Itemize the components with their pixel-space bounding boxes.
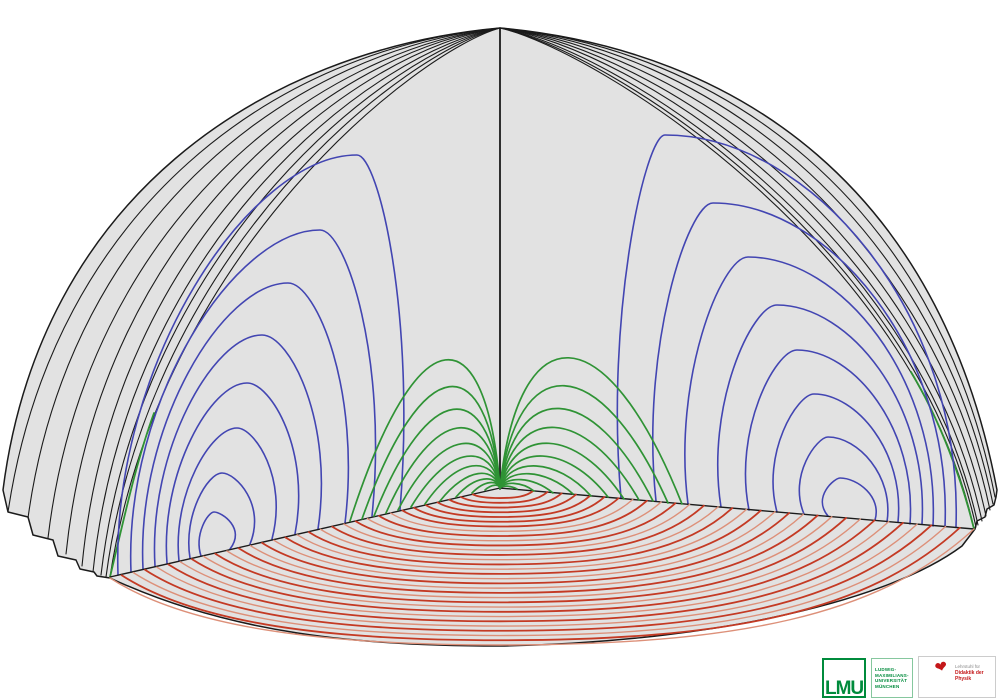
floor-ring [273, 511, 776, 580]
chair-label: Lehrstuhl für [955, 664, 981, 669]
lmu-logo-text: LMU [825, 678, 864, 699]
rim-field-line-right [910, 371, 975, 530]
floor-ring [296, 508, 748, 570]
meridian-right [499, 27, 996, 498]
floor-ring [343, 503, 691, 551]
floor-ring [390, 498, 634, 532]
meridian-right [499, 27, 987, 517]
floor-edge-right [499, 487, 975, 530]
person-icon [946, 683, 955, 693]
cut-plane-field-line-right [798, 436, 889, 523]
cut-plane-field-line-left [177, 427, 277, 562]
floor-ring [448, 492, 563, 509]
space-field-line-left [361, 385, 501, 520]
floor-ring [401, 497, 620, 528]
meridian-right [499, 27, 977, 528]
floor-ring [425, 494, 591, 518]
meridian-left [27, 27, 501, 519]
cut-plane-field-line-left [153, 334, 323, 567]
cut-plane-field-line-right [821, 477, 878, 521]
person-icon [924, 683, 933, 693]
cut-plane-field-line-left [129, 229, 377, 573]
meridian-right [499, 27, 994, 505]
floor-ring [237, 514, 819, 594]
person-icon [935, 683, 944, 693]
space-field-line-right [499, 472, 574, 495]
meridian-left [100, 27, 501, 576]
rim-field-line-left [109, 412, 155, 578]
space-field-line-right [499, 426, 640, 501]
floor-ring [214, 517, 847, 604]
meridian-left [105, 27, 501, 578]
space-field-line-left [373, 408, 501, 517]
meridian-left [7, 27, 501, 513]
floor-ring [226, 516, 833, 599]
space-field-line-left [385, 426, 501, 514]
meridian-left [47, 27, 501, 539]
space-field-line-left [397, 442, 501, 511]
space-field-line-right [499, 442, 625, 500]
floor-ring [436, 493, 577, 514]
cut-plane-field-line-right [772, 393, 900, 523]
floor-ring [132, 525, 947, 637]
cut-plane-field-line-left [117, 154, 405, 576]
chair-name: Didaktik der Physik [955, 670, 984, 682]
meridian-left [92, 27, 501, 573]
floor-ring [319, 506, 719, 561]
floor-ring [354, 502, 677, 547]
meridian-right [499, 27, 979, 526]
cut-plane-field-line-right [616, 134, 957, 528]
cut-plane-field-line-left [198, 511, 237, 557]
floor-ring [331, 504, 705, 556]
floor-ring [191, 519, 876, 613]
floor-ring [413, 496, 606, 523]
space-field-line-left [410, 455, 501, 508]
floor-ring [284, 509, 762, 575]
floor-ring [167, 521, 904, 623]
floor-ring [156, 523, 918, 627]
heart-check-icon: ❤ [933, 657, 950, 678]
lmu-logo: LMU [822, 658, 866, 698]
floor-ring [249, 513, 805, 589]
cut-plane-field-line-right [652, 202, 946, 528]
floor-ring [366, 501, 662, 542]
didaktik-der-physik-logo: ❤ Lehrstuhl für Didaktik der Physik [918, 656, 996, 698]
cut-plane-field-line-left [165, 382, 300, 564]
meridian-left [81, 27, 501, 567]
floor-ring [471, 489, 535, 499]
floor-ring [179, 520, 890, 618]
floor-ring [144, 524, 933, 632]
lmu-university-name: LUDWIG- MAXIMILIANS- UNIVERSITÄT MÜNCHEN [871, 658, 913, 698]
cut-plane-field-line-right [744, 349, 912, 525]
logo-bar: LMU LUDWIG- MAXIMILIANS- UNIVERSITÄT MÜN… [822, 654, 996, 698]
space-field-line-right [499, 455, 609, 498]
space-field-line-right [499, 384, 669, 504]
floor-ring [261, 512, 791, 585]
cut-plane-field-line-left [141, 282, 350, 570]
space-field-line-right [499, 465, 592, 497]
meridian-left [65, 27, 501, 555]
space-field-line-right [499, 356, 683, 505]
space-field-line-left [349, 359, 501, 522]
floor-ring [378, 499, 648, 537]
meridian-right [499, 27, 991, 511]
cut-plane-field-line-right [684, 256, 935, 527]
space-field-line-left [439, 472, 501, 502]
floor-ring [460, 491, 549, 504]
floor-ring [308, 507, 734, 566]
space-field-line-right [499, 485, 518, 490]
floor-ring [120, 526, 961, 642]
space-field-line-right [499, 407, 654, 502]
floor-ring [109, 528, 975, 646]
cut-plane-field-line-right [716, 304, 924, 525]
cut-plane-field-line-left [188, 472, 256, 559]
floor-edge-left [109, 487, 501, 578]
space-field-line-left [424, 464, 501, 505]
floor-ring [202, 518, 861, 608]
